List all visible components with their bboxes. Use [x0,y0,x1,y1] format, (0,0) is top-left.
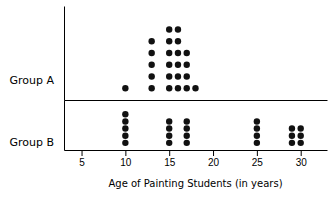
x-tick-mark [125,150,126,156]
dot [148,85,154,91]
dot [122,111,128,117]
dot [289,125,295,131]
dot [298,133,304,139]
x-tick: 5 [79,150,85,168]
dot [254,140,260,146]
x-axis [65,100,328,101]
dot [122,118,128,124]
dot [289,133,295,139]
x-tick-mark [301,150,302,156]
dot [184,125,190,131]
dot [148,50,154,56]
dot [166,125,172,131]
dots [122,26,199,91]
dot [166,62,172,68]
dot [166,50,172,56]
dot [166,38,172,44]
dot [254,133,260,139]
x-tick-mark [169,150,170,156]
x-tick: 20 [208,150,220,168]
dot [175,85,181,91]
x-tick-mark [213,150,214,156]
dot [254,125,260,131]
x-tick-mark [257,150,258,156]
y-axis-line [64,101,65,151]
dot [184,85,190,91]
group-label: Group A [9,74,54,87]
dot [298,140,304,146]
chart: Group A Group B 5 10 15 20 25 30 Age of Painting… [0,0,335,199]
dot [184,50,190,56]
x-axis: 5 10 15 20 25 30 [65,150,328,168]
dot [192,85,198,91]
dot [184,133,190,139]
dot [122,140,128,146]
x-tick-label: 15 [164,157,176,168]
x-axis-line [65,150,328,151]
dots [122,111,304,146]
x-tick-label: 10 [120,157,132,168]
dot [166,73,172,79]
dot [289,140,295,146]
group-label: Group B [9,136,54,149]
dot [166,133,172,139]
dot [166,140,172,146]
y-axis-line [64,7,65,101]
dot [175,50,181,56]
dot [166,118,172,124]
dot [122,125,128,131]
x-tick: 25 [252,150,264,168]
dot [184,62,190,68]
x-axis-title: Age of Painting Students (in years) [108,178,282,189]
x-tick: 30 [296,150,308,168]
dot [184,73,190,79]
dot [175,62,181,68]
dot [184,140,190,146]
dot [148,38,154,44]
panel: Group B 5 10 15 20 25 30 Age of Painting Studen… [9,101,327,190]
dot [175,73,181,79]
x-tick-mark [82,150,83,156]
dot [166,85,172,91]
panel: Group A [9,7,327,101]
x-tick: 10 [120,150,132,168]
dot [166,26,172,32]
x-tick-label: 5 [79,157,85,168]
y-axis [64,7,65,101]
dot [122,85,128,91]
dot [122,133,128,139]
x-tick-label: 25 [252,157,264,168]
x-tick-label: 20 [208,157,220,168]
dot [254,118,260,124]
x-tick: 15 [164,150,176,168]
dot [148,73,154,79]
dot [148,62,154,68]
dot [184,118,190,124]
dot [298,125,304,131]
dot [175,26,181,32]
x-axis-line [65,100,328,101]
y-axis [64,101,65,151]
dot [175,38,181,44]
x-tick-label: 30 [296,157,308,168]
